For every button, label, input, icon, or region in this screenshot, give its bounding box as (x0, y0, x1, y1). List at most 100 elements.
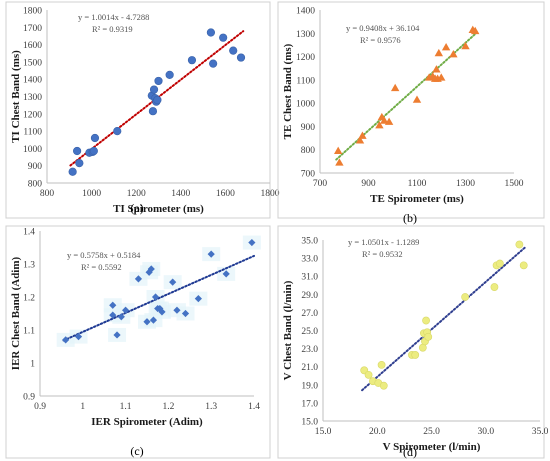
r-squared: R² = 0.5592 (81, 262, 122, 272)
y-tick-label: 31.0 (301, 273, 318, 283)
data-point (515, 240, 524, 249)
panel-a-chart: 800 1000 1200 1400 1600 1800 800 900 1000 1100 120… (5, 1, 280, 219)
data-point (355, 136, 365, 144)
data-point (434, 48, 444, 57)
x-tick-label: 1200 (127, 189, 146, 199)
r-squared: R² = 0.9319 (92, 24, 133, 34)
y-tick-label: 27.0 (301, 309, 318, 319)
data-point (109, 301, 117, 309)
y-tick-label: 900 (301, 123, 316, 133)
data-point (109, 311, 117, 319)
x-tick-label: 20.0 (369, 427, 386, 437)
x-tick-label: 0.9 (34, 402, 46, 412)
data-point (412, 95, 422, 103)
panel-b-chart: 700 900 1100 1300 1500 700 800 900 1000 1100 1200 1… (277, 1, 545, 225)
y-tick-label: 1400 (23, 76, 42, 86)
y-tick-label: 1700 (23, 24, 42, 34)
x-tick-label: 1 (80, 402, 85, 412)
data-point (375, 121, 384, 129)
panel-caption: (d) (403, 445, 417, 459)
x-tick-label: 1300 (456, 179, 475, 189)
y-tick-label: 1100 (296, 76, 315, 86)
data-point (236, 53, 246, 62)
y-tick-label: 1.4 (23, 228, 35, 238)
x-tick-label: 1.1 (120, 402, 132, 412)
y-tick-label: 1300 (23, 93, 42, 103)
y-tick-label: 23.0 (301, 345, 318, 355)
x-tick-label: 1.3 (205, 402, 217, 412)
y-tick-label: 25.0 (301, 327, 318, 337)
y-tick-label: 1400 (296, 7, 315, 17)
y-tick-label: 1000 (296, 100, 315, 110)
data-point (113, 331, 121, 339)
x-axis-label: TE Spirometer (ms) (370, 193, 464, 205)
y-tick-label: 1200 (296, 53, 315, 63)
data-point (358, 131, 367, 139)
data-point (390, 83, 400, 92)
data-point (165, 70, 174, 79)
y-tick-label: 29.0 (301, 291, 318, 301)
data-point (75, 159, 84, 168)
y-tick-label: 900 (28, 162, 43, 172)
y-tick-label: 800 (28, 180, 43, 190)
data-point (449, 50, 458, 58)
data-point (384, 117, 394, 125)
data-point (432, 65, 441, 73)
y-tick-label: 17.0 (301, 399, 318, 409)
r-squared: R² = 0.9576 (360, 35, 401, 45)
y-tick-label: 1000 (23, 145, 42, 155)
data-point (194, 295, 202, 303)
x-tick-label: 800 (40, 189, 55, 199)
data-point (380, 116, 389, 124)
x-axis-label: TI Spirometer (ms) (113, 203, 204, 215)
trend-equation: y = 0.9408x + 36.104 (346, 23, 420, 33)
data-point (173, 306, 181, 314)
data-point (149, 316, 158, 324)
data-point (437, 73, 446, 81)
trendline (62, 254, 255, 342)
data-point (68, 167, 77, 176)
x-tick-label: 700 (313, 179, 328, 189)
y-axis-label: V Chest Band (l/min) (282, 280, 294, 380)
x-tick-label: 1100 (408, 179, 427, 189)
data-point (461, 41, 470, 50)
y-tick-label: 800 (301, 146, 316, 156)
data-point (73, 146, 82, 156)
data-point (148, 107, 158, 116)
data-point (156, 304, 164, 313)
x-tick-label: 900 (361, 179, 376, 189)
data-point (219, 33, 228, 42)
x-tick-label: 1800 (261, 189, 280, 199)
y-axis-label: TE Chest Band (ms) (282, 43, 294, 139)
trendline (361, 245, 527, 392)
data-point (207, 250, 215, 258)
y-tick-label: 1.1 (23, 327, 35, 337)
data-point (495, 259, 504, 268)
y-tick-label: 33.0 (301, 255, 318, 265)
r-squared: R² = 0.9532 (362, 249, 403, 259)
data-point (169, 278, 177, 286)
panel-border (277, 225, 545, 459)
x-tick-label: 35.0 (532, 427, 549, 437)
y-tick-label: 1.2 (23, 294, 35, 304)
x-tick-label: 30.0 (477, 427, 494, 437)
panel-caption: (b) (403, 211, 417, 225)
x-tick-label: 1.4 (248, 402, 260, 412)
y-axis-label: IER Chest Band (Adim) (10, 256, 22, 370)
x-axis-label: V Spirometer (l/min) (383, 441, 481, 453)
x-tick-label: 1500 (505, 179, 524, 189)
y-tick-label: 1600 (23, 41, 42, 51)
data-point (113, 127, 122, 136)
data-point (461, 293, 470, 301)
data-point (151, 293, 160, 301)
data-point (147, 265, 155, 273)
data-point (74, 333, 83, 341)
data-point (471, 26, 480, 35)
data-point (209, 59, 218, 68)
data-point (335, 158, 344, 166)
x-tick-label: 1000 (82, 189, 101, 199)
data-point (424, 332, 433, 341)
data-point (377, 360, 386, 369)
data-point (153, 95, 162, 105)
